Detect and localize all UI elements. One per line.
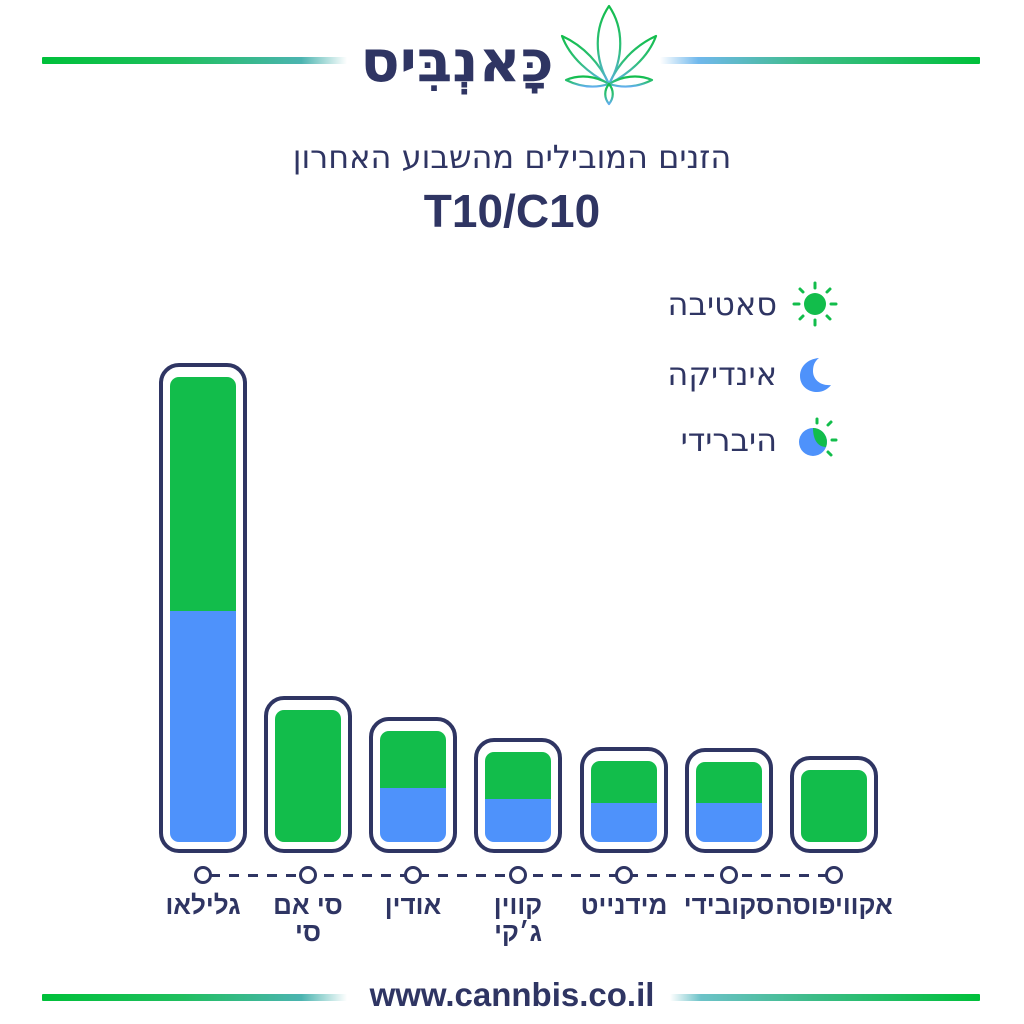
half-sun-half-moon-icon (799, 417, 838, 457)
bar-segment-indica (696, 803, 762, 842)
bar-5 (685, 748, 773, 853)
x-axis-label: גלילאו (165, 890, 241, 920)
bar-fill (275, 710, 341, 842)
bar-segment-sativa (275, 710, 341, 842)
header-divider-left (42, 57, 347, 64)
footer-divider-right (670, 994, 980, 1001)
x-axis-label: סי אם סי (273, 890, 343, 947)
bar-segment-indica (380, 788, 446, 842)
bar-3 (474, 738, 562, 853)
axis-marker (509, 866, 527, 884)
bar-fill (380, 731, 446, 842)
x-axis-label: אקוויפוסה (775, 890, 893, 920)
footer-website-link[interactable]: www.cannbis.co.il (369, 976, 655, 1013)
legend-label-sativa: סאטיבה (667, 285, 777, 323)
bar-segment-indica (170, 611, 236, 842)
moon-icon (800, 358, 831, 392)
bar-0 (159, 363, 247, 853)
legend-item-hybrid: היברידי (680, 417, 839, 462)
bar-fill (591, 761, 657, 842)
axis-marker (720, 866, 738, 884)
bar-segment-indica (485, 799, 551, 842)
bar-1 (264, 696, 352, 853)
bar-fill (801, 770, 867, 842)
axis-marker (194, 866, 212, 884)
x-axis-label: סקובידי (683, 890, 775, 920)
bar-segment-sativa (380, 731, 446, 788)
x-axis-label: מידנייט (580, 890, 668, 920)
legend-item-indica: אינדיקה (667, 352, 839, 396)
bar-4 (580, 747, 668, 853)
x-axis-label: קווין ג׳קי (493, 890, 543, 947)
bar-fill (170, 377, 236, 842)
legend-label-hybrid: היברידי (680, 421, 777, 459)
bar-segment-sativa (485, 752, 551, 799)
x-axis-label: אודין (384, 890, 442, 920)
axis-marker (299, 866, 317, 884)
chart-subtitle: הזנים המובילים מהשבוע האחרון (292, 138, 732, 176)
chart-title: T10/C10 (423, 185, 601, 237)
bar-segment-sativa (591, 761, 657, 803)
axis-marker (825, 866, 843, 884)
axis-marker (615, 866, 633, 884)
header-divider-right (660, 57, 980, 64)
footer-divider-left (42, 994, 347, 1001)
axis-marker (404, 866, 422, 884)
cannabis-leaf-icon (560, 4, 658, 106)
sun-icon (792, 281, 838, 327)
bar-6 (790, 756, 878, 853)
bar-segment-sativa (801, 770, 867, 842)
bar-segment-indica (591, 803, 657, 842)
legend-label-indica: אינדיקה (667, 355, 777, 393)
bar-fill (696, 762, 762, 842)
bar-2 (369, 717, 457, 853)
bar-segment-sativa (696, 762, 762, 803)
legend-item-sativa: סאטיבה (667, 281, 839, 327)
bar-segment-sativa (170, 377, 236, 611)
logo-text: כָּאנְבִּיס (360, 27, 554, 95)
bar-fill (485, 752, 551, 842)
